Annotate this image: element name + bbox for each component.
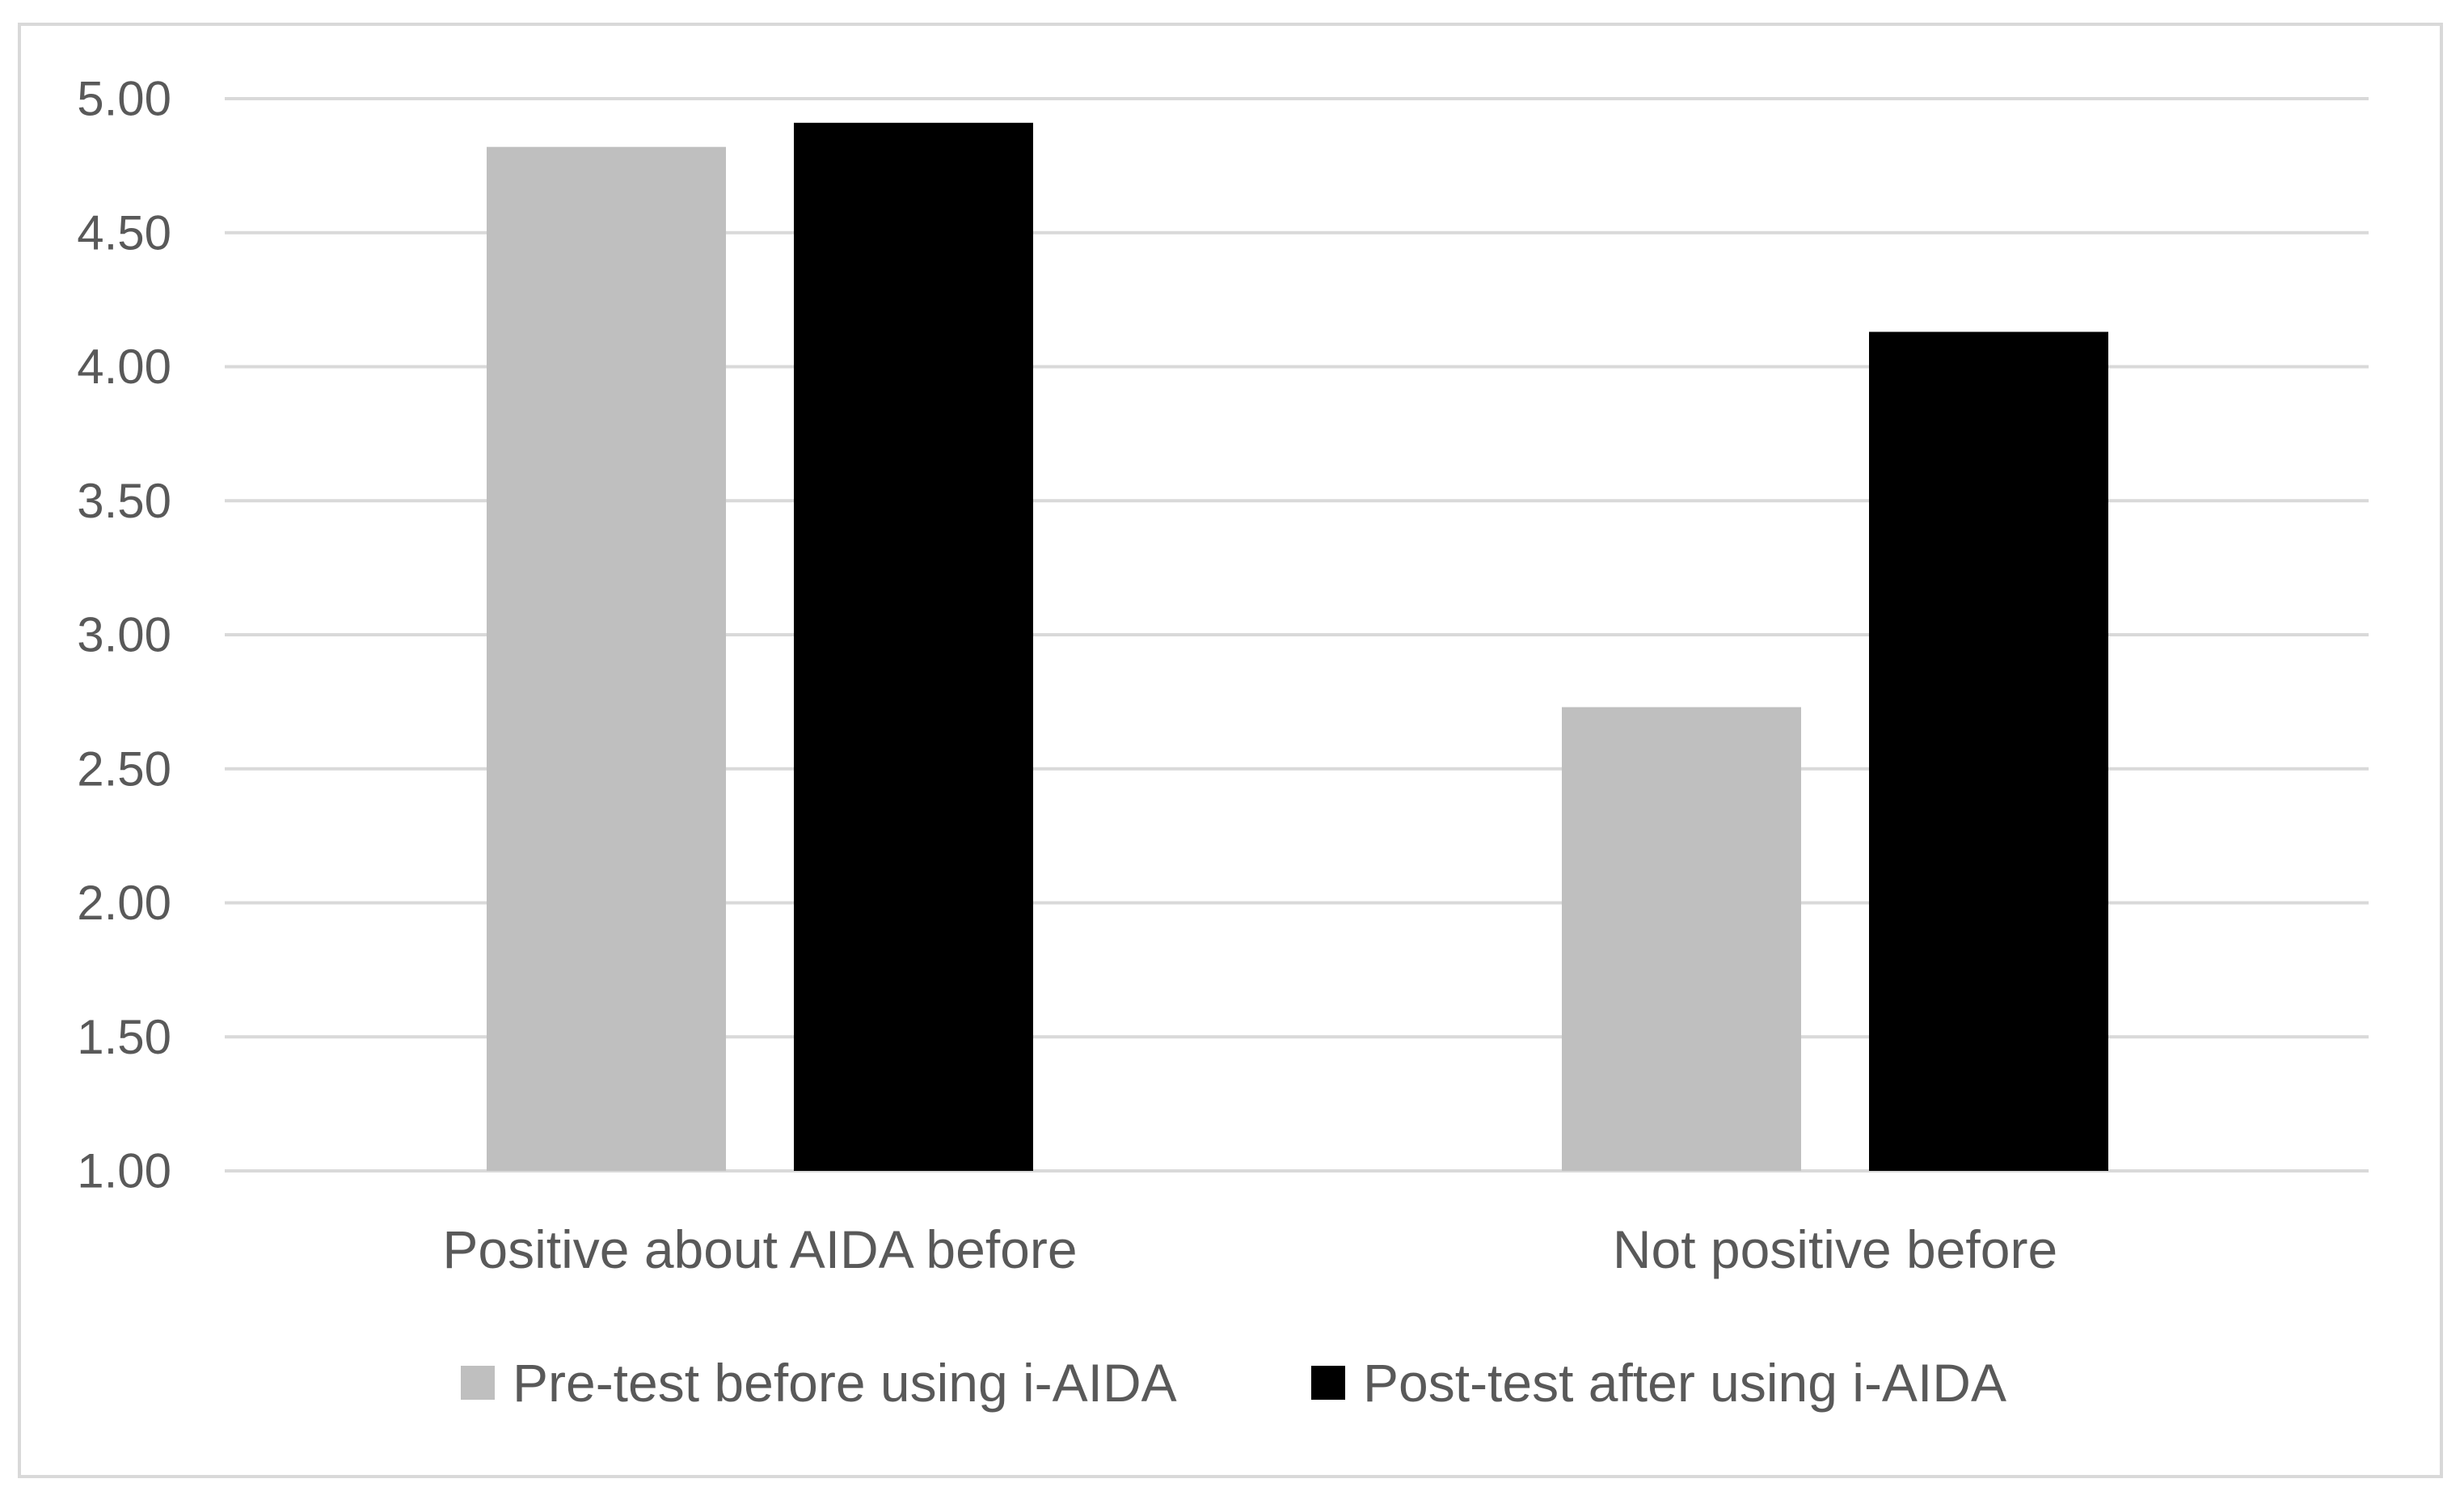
legend-swatch (461, 1366, 495, 1400)
legend-label: Post-test after using i-AIDA (1363, 1353, 2006, 1413)
y-tick-label: 5.00 (77, 72, 171, 126)
y-tick-label: 2.00 (77, 876, 171, 930)
legend-label: Pre-test before using i-AIDA (513, 1353, 1177, 1413)
y-tick-label: 1.50 (77, 1010, 171, 1064)
bars (487, 122, 2108, 1172)
legend: Pre-test before using i-AIDA Post-test af… (461, 1353, 2006, 1413)
x-category-label: Not positive before (1613, 1219, 2057, 1279)
y-axis-tick-labels: 1.00 1.50 2.00 2.50 3.00 3.50 4.00 4.50 5.00 (77, 72, 171, 1198)
y-tick-label: 3.50 (77, 474, 171, 528)
bar-post-test-positive (794, 122, 1033, 1172)
x-category-label: Positive about AIDA before (442, 1219, 1077, 1279)
bar-pre-test-not-positive (1562, 707, 1801, 1171)
legend-item: Post-test after using i-AIDA (1311, 1353, 2006, 1413)
y-tick-label: 2.50 (77, 742, 171, 796)
x-axis-category-labels: Positive about AIDA before Not positive b… (442, 1219, 2057, 1279)
y-tick-label: 1.00 (77, 1144, 171, 1198)
y-tick-label: 3.00 (77, 608, 171, 662)
legend-item: Pre-test before using i-AIDA (461, 1353, 1177, 1413)
bar-post-test-not-positive (1869, 332, 2108, 1171)
y-tick-label: 4.00 (77, 340, 171, 394)
bar-pre-test-positive (487, 146, 726, 1171)
y-tick-label: 4.50 (77, 205, 171, 260)
legend-swatch (1311, 1366, 1345, 1400)
